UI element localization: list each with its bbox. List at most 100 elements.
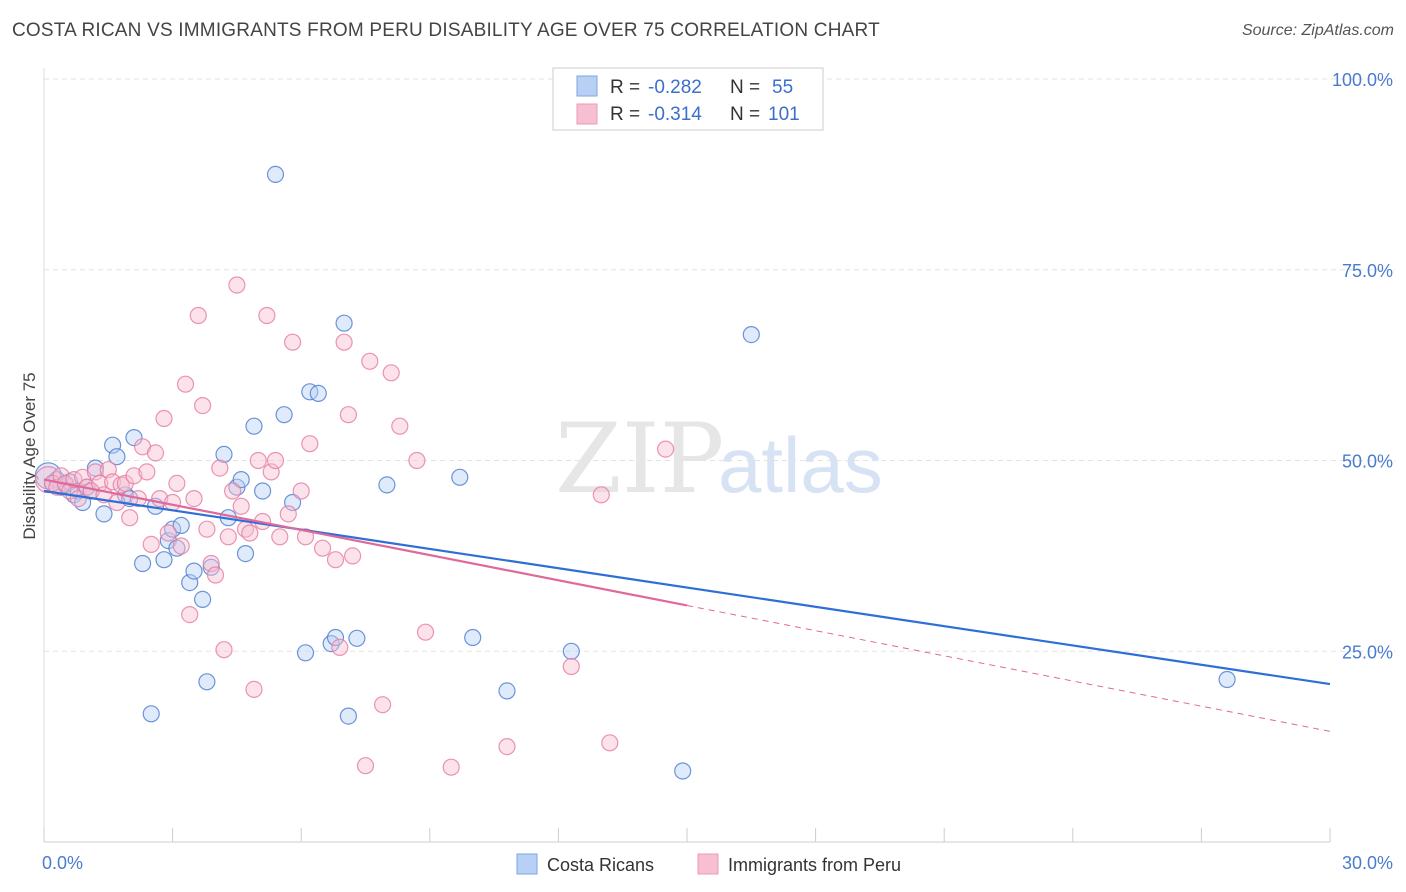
legend-swatch-pink [576, 103, 598, 125]
series-immigrants-from-peru [34, 276, 675, 776]
data-point [125, 429, 143, 447]
data-point [249, 451, 267, 470]
bottom-legend-swatch-blue [516, 853, 538, 875]
data-point [498, 737, 516, 756]
y-tick-label: 75.0% [1342, 261, 1393, 281]
data-point [172, 537, 190, 555]
bottom-legend-label-blue: Costa Ricans [547, 855, 654, 875]
data-point [382, 364, 400, 382]
data-point [284, 333, 302, 351]
legend-r-label-2: R = [610, 104, 640, 125]
data-point [742, 326, 760, 344]
data-point [601, 734, 619, 752]
data-point [254, 482, 272, 500]
data-point [464, 628, 482, 647]
data-point [498, 682, 516, 700]
data-point [176, 375, 195, 393]
x-tick-labels: 0.0% 30.0% [42, 853, 1393, 873]
chart-title: COSTA RICAN VS IMMIGRANTS FROM PERU DISA… [12, 20, 880, 41]
data-point [194, 397, 212, 415]
bottom-legend-swatch-pink [697, 853, 719, 875]
data-point [344, 547, 362, 565]
data-point [172, 516, 190, 535]
data-point [194, 590, 212, 609]
data-point [206, 566, 225, 584]
legend-r-value-1: -0.282 [648, 77, 702, 98]
trend-line-immigrants-from-peru-extension [686, 604, 1331, 732]
data-point [279, 505, 297, 523]
x-tick-label-min: 0.0% [42, 853, 83, 873]
data-point [292, 482, 310, 500]
data-point [314, 539, 332, 557]
data-point [189, 306, 207, 325]
data-point [361, 352, 379, 370]
data-point [185, 562, 203, 580]
data-point [236, 544, 255, 563]
data-point [211, 459, 229, 477]
data-point [134, 554, 152, 573]
watermark-atlas: atlas [718, 421, 883, 509]
data-point [296, 528, 315, 546]
data-point [95, 505, 113, 523]
data-point [442, 758, 460, 776]
data-point [198, 673, 216, 691]
trend-line-immigrants-from-peru [43, 478, 688, 607]
data-point [266, 451, 285, 470]
data-point [326, 628, 345, 647]
grid-lines [44, 78, 1395, 652]
data-point [108, 448, 126, 466]
legend: R = -0.282 N = 55 R = -0.314 N = 101 [552, 67, 824, 131]
data-point [301, 435, 319, 453]
data-point [168, 474, 186, 492]
data-point [215, 445, 233, 463]
legend-n-label-2: N = [730, 104, 760, 125]
data-point [245, 417, 263, 435]
data-point [142, 535, 160, 554]
data-point [266, 165, 285, 183]
legend-box [552, 67, 824, 131]
data-point [408, 451, 426, 470]
data-point [232, 471, 250, 489]
data-point [181, 605, 199, 624]
data-point [241, 524, 259, 542]
bottom-legend: Costa Ricans Immigrants from Peru [516, 853, 901, 875]
data-point [592, 486, 610, 504]
bottom-legend-label-pink: Immigrants from Peru [728, 855, 901, 875]
chart-source: Source: ZipAtlas.com [1241, 22, 1394, 39]
y-tick-label: 100.0% [1332, 70, 1393, 90]
x-ticks [43, 828, 1331, 842]
data-point [326, 551, 345, 569]
data-point [258, 306, 276, 325]
data-point [339, 406, 357, 424]
legend-r-label-1: R = [610, 77, 640, 98]
data-point [164, 493, 182, 512]
data-point [138, 463, 156, 481]
data-point [562, 657, 580, 676]
data-point [416, 623, 435, 641]
data-point [215, 641, 233, 659]
data-point [159, 524, 177, 542]
watermark: ZIP atlas [555, 403, 883, 515]
legend-n-label-1: N = [730, 77, 760, 98]
x-tick-label-max: 30.0% [1342, 853, 1393, 873]
data-point [335, 314, 353, 332]
trend-line-costa-ricans [43, 489, 1331, 686]
data-point [674, 762, 692, 780]
data-point [451, 468, 469, 486]
data-point [562, 642, 580, 660]
data-point [335, 333, 353, 351]
data-point [309, 384, 327, 402]
data-point [1218, 670, 1236, 689]
data-point [378, 476, 396, 494]
data-point [301, 383, 319, 401]
data-point [391, 417, 409, 435]
legend-n-value-2: 101 [768, 104, 800, 125]
legend-n-value-1: 55 [772, 77, 793, 98]
data-point [146, 444, 165, 462]
legend-swatch-blue [576, 75, 598, 97]
trend-lines [43, 478, 1331, 732]
data-point [121, 509, 139, 527]
y-tick-label: 50.0% [1342, 452, 1393, 472]
data-point [73, 468, 92, 486]
data-point [142, 705, 160, 723]
